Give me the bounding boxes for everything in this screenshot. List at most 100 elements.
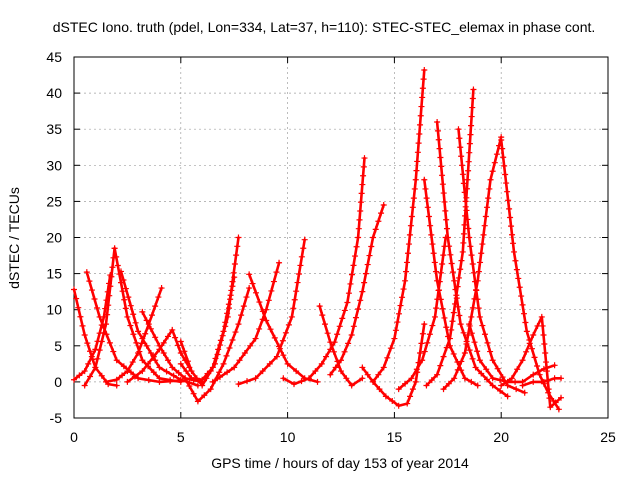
data-point-marker: [244, 378, 251, 385]
data-point-marker: [489, 357, 496, 364]
data-point-marker: [130, 311, 137, 318]
data-point-marker: [135, 328, 142, 335]
data-point-marker: [291, 296, 298, 303]
series-line: [329, 203, 385, 376]
data-point-marker: [534, 322, 541, 329]
data-point-marker: [467, 131, 474, 138]
data-point-marker: [468, 330, 475, 337]
data-point-marker: [113, 376, 120, 383]
x-tick-label: 5: [177, 429, 185, 445]
data-point-marker: [407, 393, 414, 400]
data-point-marker: [419, 94, 426, 101]
data-point-marker: [419, 330, 426, 337]
y-tick-label: 25: [46, 193, 62, 209]
data-point-marker: [456, 312, 463, 319]
data-point-marker: [423, 195, 430, 202]
data-point-marker: [360, 172, 367, 179]
data-point-marker: [526, 340, 533, 347]
data-point-marker: [459, 248, 466, 255]
data-point-marker: [558, 375, 565, 382]
data-point-marker: [267, 326, 274, 333]
data-point-marker: [460, 180, 467, 187]
data-point-marker: [468, 252, 475, 259]
series-pass-05: [111, 245, 184, 385]
data-point-marker: [234, 243, 241, 250]
data-point-marker: [555, 406, 562, 413]
data-point-marker: [541, 340, 548, 347]
data-point-marker: [542, 350, 549, 357]
data-point-marker: [413, 366, 420, 373]
series-pass-07: [103, 285, 165, 385]
data-point-marker: [439, 172, 446, 179]
grid: [74, 57, 608, 418]
data-point-marker: [327, 339, 334, 346]
data-point-marker: [362, 270, 369, 277]
series-pass-16: [280, 155, 368, 388]
data-point-marker: [348, 331, 355, 338]
data-point-marker: [236, 357, 243, 364]
data-point-marker: [452, 286, 459, 293]
data-point-marker: [124, 378, 131, 385]
data-point-marker: [455, 303, 462, 310]
data-point-marker: [429, 322, 436, 329]
data-point-marker: [359, 375, 366, 382]
data-point-marker: [263, 317, 270, 324]
y-tick-label: 15: [46, 266, 62, 282]
data-point-marker: [252, 335, 259, 342]
data-point-marker: [421, 66, 428, 73]
data-point-marker: [440, 190, 447, 197]
data-point-marker: [167, 377, 174, 384]
data-point-marker: [447, 251, 454, 258]
data-point-marker: [357, 297, 364, 304]
data-point-marker: [229, 337, 236, 344]
data-point-marker: [414, 158, 421, 165]
data-point-marker: [160, 339, 167, 346]
data-point-marker: [375, 218, 382, 225]
data-point-marker: [139, 357, 146, 364]
data-point-marker: [558, 394, 565, 401]
data-point-marker: [400, 286, 407, 293]
data-point-marker: [226, 344, 233, 351]
data-point-marker: [494, 365, 501, 372]
data-point-marker: [222, 319, 229, 326]
data-point-marker: [125, 294, 132, 301]
data-point-marker: [338, 357, 344, 364]
data-point-marker: [224, 310, 231, 317]
data-point-marker: [105, 302, 112, 309]
data-point-marker: [194, 398, 201, 405]
data-point-marker: [288, 313, 295, 320]
data-point-marker: [152, 334, 159, 341]
data-point-marker: [440, 386, 447, 393]
data-point-marker: [114, 262, 121, 269]
data-point-marker: [448, 260, 455, 267]
data-point-marker: [169, 364, 176, 371]
data-point-marker: [446, 335, 453, 342]
data-point-marker: [453, 295, 460, 302]
data-point-marker: [402, 277, 409, 284]
data-point-marker: [280, 375, 287, 382]
data-point-marker: [231, 364, 238, 371]
data-point-marker: [489, 382, 496, 389]
data-point-marker: [127, 322, 134, 329]
data-point-marker: [434, 277, 441, 284]
data-point-marker: [133, 339, 140, 346]
data-point-marker: [498, 137, 505, 144]
data-point-marker: [412, 378, 419, 385]
data-point-marker: [96, 313, 103, 320]
data-point-marker: [188, 368, 195, 375]
data-point-marker: [152, 357, 159, 364]
data-point-marker: [88, 287, 95, 294]
series-pass-30: [519, 375, 565, 389]
data-point-marker: [345, 290, 352, 297]
data-point-marker: [471, 339, 478, 346]
series-pass-09: [139, 308, 206, 385]
data-point-marker: [152, 303, 159, 310]
data-point-marker: [424, 204, 431, 211]
data-point-marker: [486, 185, 493, 192]
data-point-marker: [451, 375, 458, 382]
data-point-marker: [475, 268, 482, 275]
data-point-marker: [372, 226, 379, 233]
data-point-marker: [431, 313, 438, 320]
data-point-marker: [404, 250, 411, 257]
data-point-marker: [512, 257, 519, 264]
